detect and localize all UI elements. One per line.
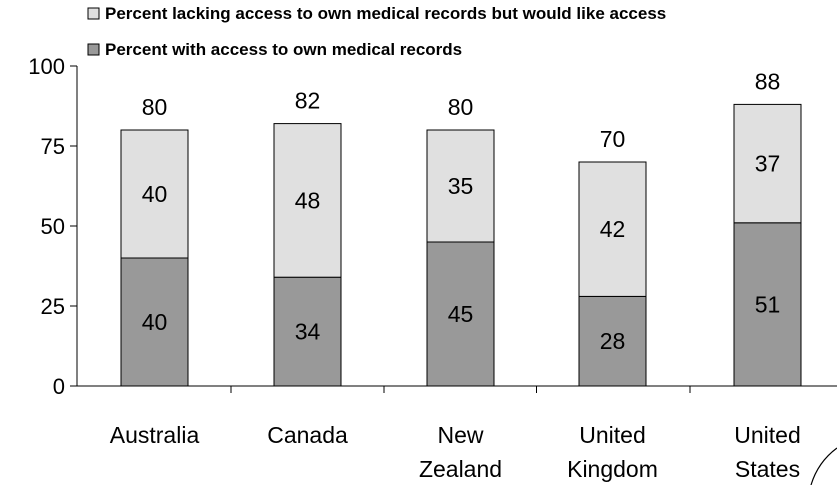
bar-total-label: 70 <box>600 126 626 152</box>
segment-value-label: 51 <box>755 291 781 317</box>
bar-total-label: 88 <box>755 68 781 94</box>
y-tick-label: 0 <box>53 374 65 399</box>
bar-segment-would-like-access <box>733 103 802 224</box>
bar-segment-with-access <box>120 257 189 387</box>
segment-value-label: 28 <box>600 328 626 354</box>
segment-value-label: 34 <box>295 319 321 345</box>
y-tick-label: 25 <box>41 294 65 319</box>
bar-segment-would-like-access <box>120 129 189 259</box>
bar-total-label: 80 <box>142 94 168 120</box>
segment-value-label: 40 <box>142 309 168 335</box>
legend-entry: Percent lacking access to own medical re… <box>105 4 666 23</box>
axes: 0 25 50 75 100 Australia Canada New Zealand Unite… <box>28 54 837 482</box>
bar-segment-with-access <box>578 295 647 387</box>
corner-curl-mark <box>810 447 837 486</box>
legend-entry: Percent with access to own medical recor… <box>105 40 462 59</box>
segment-value-label: 37 <box>755 151 781 177</box>
legend-swatch <box>87 7 100 20</box>
x-category-label: New Zealand <box>419 422 502 482</box>
bar-segment-with-access <box>733 222 802 387</box>
bar-total-label: 80 <box>448 94 474 120</box>
y-tick-label: 100 <box>28 54 65 79</box>
y-tick-label: 75 <box>41 134 65 159</box>
x-category-label: United States <box>734 422 800 482</box>
y-tick-label: 50 <box>41 214 65 239</box>
bars <box>120 103 802 387</box>
x-category-label: Canada <box>267 422 348 448</box>
legend: Percent lacking access to own medical re… <box>87 4 666 59</box>
legend-swatch <box>87 43 100 56</box>
bar-segment-with-access <box>426 241 495 387</box>
segment-value-label: 35 <box>448 173 474 199</box>
bar-total-label: 82 <box>295 88 321 114</box>
segment-value-label: 42 <box>600 216 626 242</box>
segment-value-label: 45 <box>448 301 474 327</box>
bar-segment-with-access <box>273 276 342 387</box>
data-labels: 40 40 80 34 48 82 45 35 80 28 42 70 51 37 88 <box>142 68 781 354</box>
x-category-label: United Kingdom <box>567 422 658 482</box>
segment-value-label: 48 <box>295 187 321 213</box>
bar-segment-would-like-access <box>578 161 647 297</box>
bar-segment-would-like-access <box>273 123 342 278</box>
x-category-label: Australia <box>110 422 200 448</box>
bar-segment-would-like-access <box>426 129 495 243</box>
segment-value-label: 40 <box>142 181 168 207</box>
